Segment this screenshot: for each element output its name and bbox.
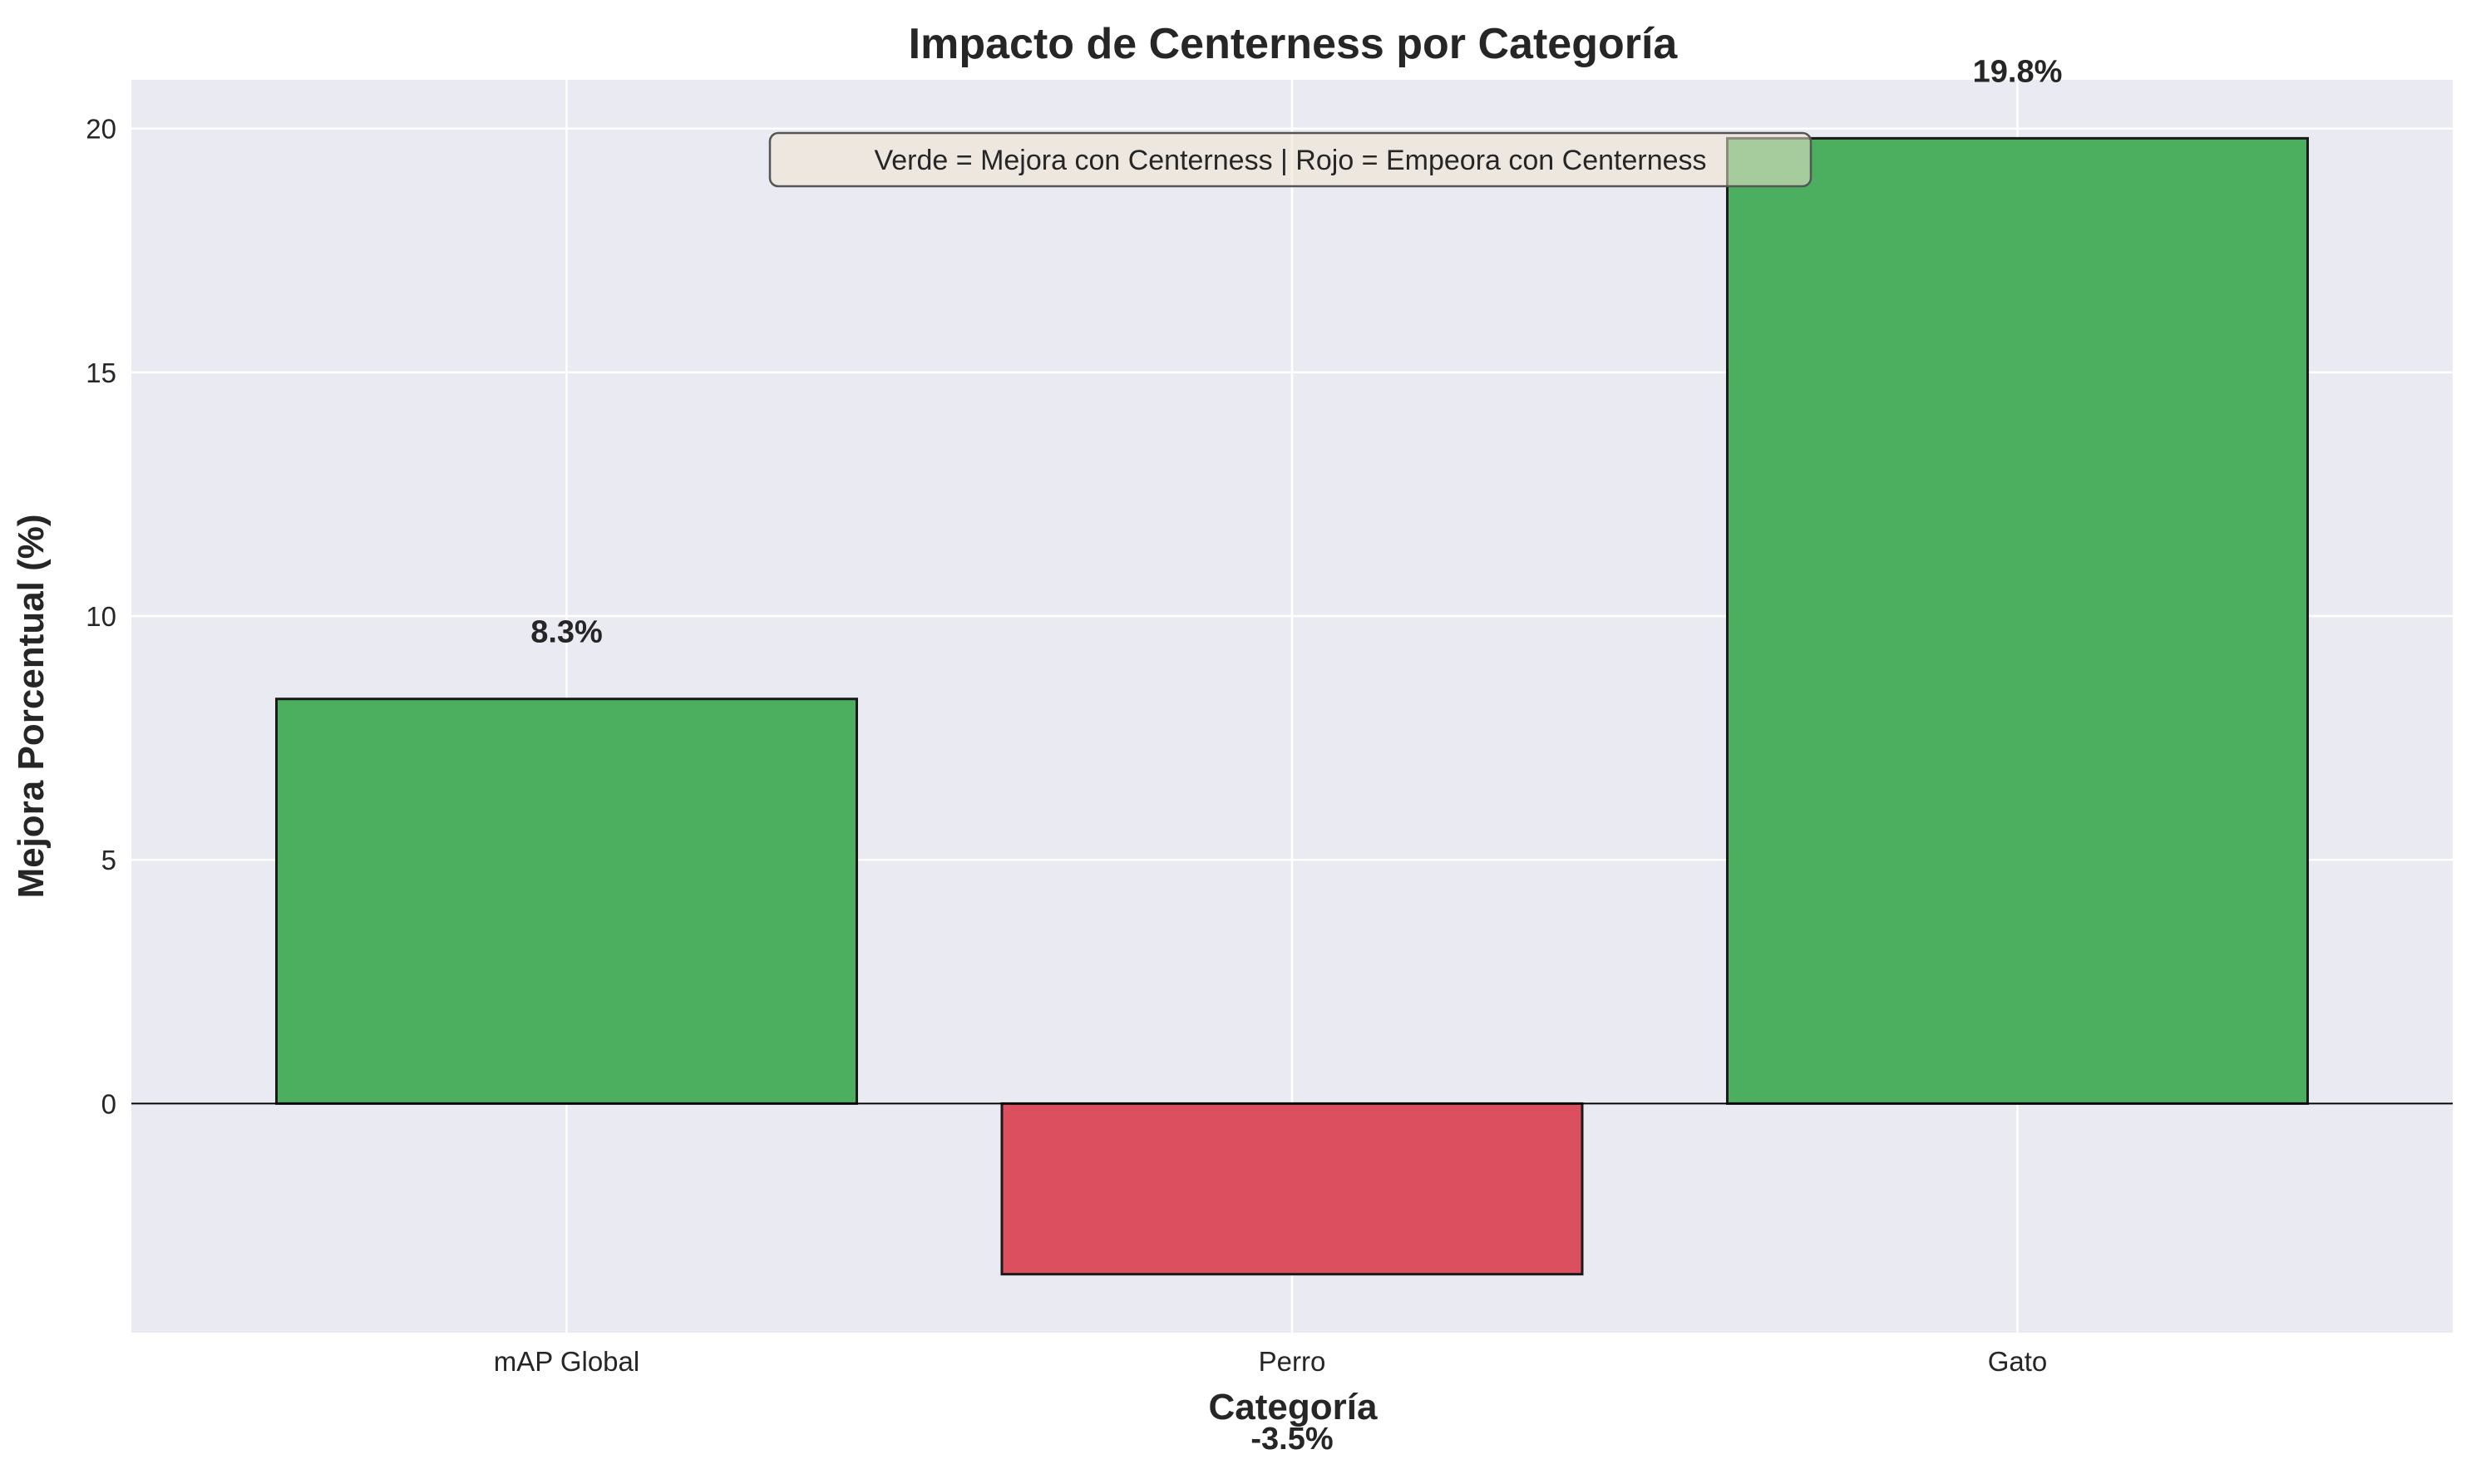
value-label: 8.3% — [530, 615, 603, 650]
value-label: 19.8% — [1973, 54, 2063, 89]
value-label: -3.5% — [1250, 1422, 1333, 1457]
x-tick-label: Perro — [1259, 1346, 1326, 1377]
value-labels: 8.3% -3.5% 19.8% — [530, 54, 2062, 1457]
x-axis-title: Categoría — [1209, 1387, 1378, 1427]
y-axis-title: Mejora Porcentual (%) — [11, 514, 52, 898]
y-tick-label: 5 — [101, 845, 116, 875]
tick-labels: 0 5 10 15 20 mAP Global Perro Gato — [86, 114, 2047, 1377]
x-tick-label: mAP Global — [494, 1346, 639, 1377]
bar-perro — [1000, 1102, 1584, 1276]
chart-title: Impacto de Centerness por Categoría — [909, 20, 1679, 68]
bars — [275, 136, 2309, 1276]
legend-note-box — [768, 131, 1813, 188]
legend-note-text: Verde = Mejora con Centerness | Rojo = E… — [874, 145, 1706, 176]
y-tick-label: 0 — [101, 1088, 116, 1119]
x-tick-label: Gato — [1988, 1346, 2048, 1377]
y-tick-label: 20 — [86, 114, 116, 145]
bar-map-global — [275, 698, 858, 1105]
bar-gato — [1726, 136, 2309, 1105]
legend-note: Verde = Mejora con Centerness | Rojo = E… — [768, 131, 1813, 188]
y-tick-label: 15 — [86, 357, 116, 388]
y-tick-label: 10 — [86, 601, 116, 632]
